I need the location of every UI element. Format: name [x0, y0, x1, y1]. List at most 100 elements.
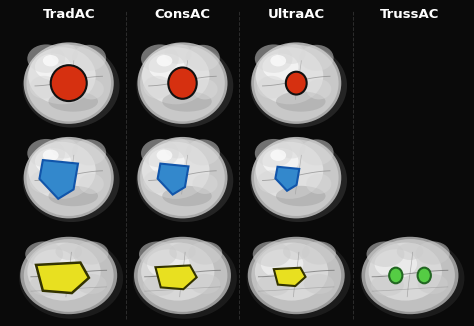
Ellipse shape	[24, 42, 114, 124]
Ellipse shape	[143, 274, 176, 296]
Ellipse shape	[29, 274, 63, 296]
Ellipse shape	[140, 139, 225, 216]
Ellipse shape	[19, 237, 123, 319]
Ellipse shape	[255, 44, 292, 73]
Ellipse shape	[72, 45, 106, 71]
Ellipse shape	[142, 142, 210, 199]
Ellipse shape	[389, 268, 402, 283]
Ellipse shape	[133, 237, 237, 319]
Ellipse shape	[27, 139, 65, 168]
Ellipse shape	[141, 243, 214, 301]
Ellipse shape	[362, 237, 458, 314]
Text: ConsAC: ConsAC	[155, 8, 210, 21]
Ellipse shape	[300, 140, 334, 165]
Polygon shape	[155, 265, 197, 289]
Ellipse shape	[156, 150, 173, 161]
Ellipse shape	[156, 55, 173, 67]
Ellipse shape	[141, 44, 179, 73]
Ellipse shape	[164, 44, 191, 64]
Ellipse shape	[369, 243, 442, 301]
Ellipse shape	[28, 47, 96, 104]
Ellipse shape	[168, 67, 197, 99]
Ellipse shape	[33, 249, 76, 278]
Ellipse shape	[270, 150, 286, 161]
Ellipse shape	[278, 44, 305, 64]
Ellipse shape	[257, 170, 286, 193]
Ellipse shape	[251, 137, 341, 218]
Ellipse shape	[35, 148, 71, 175]
Text: UltraAC: UltraAC	[268, 8, 325, 21]
Ellipse shape	[276, 91, 326, 111]
Ellipse shape	[29, 76, 58, 98]
Ellipse shape	[255, 243, 328, 301]
Ellipse shape	[255, 142, 323, 199]
Ellipse shape	[371, 274, 404, 296]
Ellipse shape	[366, 241, 404, 267]
Ellipse shape	[20, 237, 117, 314]
Ellipse shape	[27, 243, 100, 301]
Ellipse shape	[302, 241, 336, 265]
Ellipse shape	[270, 55, 286, 67]
Ellipse shape	[139, 241, 177, 267]
Ellipse shape	[23, 44, 119, 127]
Polygon shape	[39, 160, 78, 199]
Ellipse shape	[360, 237, 465, 319]
Ellipse shape	[306, 173, 331, 194]
Ellipse shape	[257, 76, 286, 98]
Ellipse shape	[254, 139, 338, 216]
Ellipse shape	[143, 76, 172, 98]
Ellipse shape	[29, 170, 58, 193]
Ellipse shape	[192, 173, 218, 194]
Ellipse shape	[286, 72, 307, 95]
Ellipse shape	[276, 186, 326, 206]
Ellipse shape	[147, 249, 190, 278]
Text: TrussAC: TrussAC	[380, 8, 440, 21]
Polygon shape	[275, 167, 299, 191]
Ellipse shape	[162, 186, 212, 206]
Ellipse shape	[35, 53, 71, 80]
Ellipse shape	[188, 241, 222, 265]
Ellipse shape	[246, 237, 351, 319]
Ellipse shape	[137, 239, 228, 312]
Ellipse shape	[27, 45, 111, 121]
Ellipse shape	[283, 243, 310, 260]
Ellipse shape	[304, 274, 334, 294]
Ellipse shape	[51, 138, 78, 158]
Ellipse shape	[365, 239, 455, 312]
Ellipse shape	[257, 274, 290, 296]
Ellipse shape	[137, 42, 228, 124]
Ellipse shape	[137, 137, 228, 218]
Ellipse shape	[137, 139, 233, 222]
Ellipse shape	[164, 138, 191, 158]
Ellipse shape	[250, 139, 347, 222]
Ellipse shape	[76, 274, 107, 294]
Ellipse shape	[255, 139, 292, 168]
Ellipse shape	[24, 137, 114, 218]
Polygon shape	[274, 268, 306, 286]
Ellipse shape	[134, 237, 231, 314]
Ellipse shape	[186, 45, 220, 71]
Ellipse shape	[169, 243, 196, 260]
Ellipse shape	[28, 142, 96, 199]
Ellipse shape	[43, 55, 59, 67]
Ellipse shape	[24, 239, 114, 312]
Ellipse shape	[248, 237, 345, 314]
Ellipse shape	[251, 42, 341, 124]
Ellipse shape	[186, 140, 220, 165]
Ellipse shape	[27, 139, 111, 216]
Ellipse shape	[27, 44, 65, 73]
Ellipse shape	[149, 148, 185, 175]
Ellipse shape	[51, 65, 87, 101]
Ellipse shape	[261, 249, 303, 278]
Ellipse shape	[255, 47, 323, 104]
Ellipse shape	[74, 241, 109, 265]
Polygon shape	[36, 262, 89, 293]
Ellipse shape	[137, 44, 233, 127]
Ellipse shape	[143, 170, 172, 193]
Ellipse shape	[141, 139, 179, 168]
Ellipse shape	[142, 47, 210, 104]
Ellipse shape	[253, 241, 291, 267]
Ellipse shape	[23, 139, 119, 222]
Ellipse shape	[140, 45, 225, 121]
Ellipse shape	[263, 53, 299, 80]
